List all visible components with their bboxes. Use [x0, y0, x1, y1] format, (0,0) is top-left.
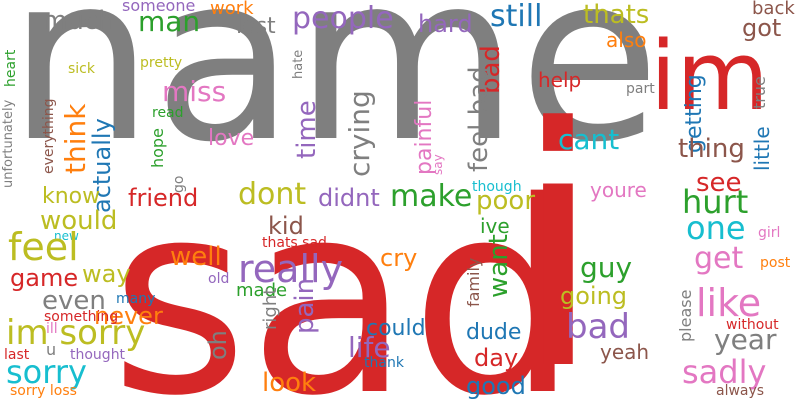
word-always: always [716, 383, 765, 399]
word-without: without [726, 317, 779, 333]
word-life: life [348, 331, 391, 364]
word-going: going [560, 282, 628, 310]
word-miss: miss [162, 75, 227, 108]
word-ive: ive [480, 214, 510, 238]
word-friend: friend [128, 184, 199, 212]
word-people: people [292, 1, 394, 36]
word-much: much [42, 6, 115, 36]
word-dude: dude [466, 320, 522, 345]
word-made: made [236, 280, 288, 301]
word-say: say [431, 154, 445, 175]
word-day: day [474, 344, 519, 372]
word-didnt: didnt [318, 184, 380, 212]
word-thing: thing [678, 134, 745, 164]
word-new: new [54, 229, 79, 243]
word-lost: lost [236, 14, 276, 39]
word-make: make [390, 179, 473, 214]
word-thank: thank [364, 355, 404, 371]
word-last: last [4, 347, 30, 363]
word-hard: hard [418, 10, 473, 38]
word-something: something [44, 309, 119, 325]
word-hope: hope [148, 128, 167, 168]
word-sorry: sorry [6, 353, 87, 391]
word-yeah: yeah [600, 340, 650, 364]
word-ill: ill [46, 321, 58, 337]
word-sick: sick [68, 61, 95, 77]
word-guy: guy [580, 251, 633, 284]
word-bad-2: bad [566, 307, 630, 347]
word-cant: cant [558, 123, 620, 156]
word-sorry-loss: sorry loss [10, 383, 77, 399]
word-part: part [626, 81, 655, 97]
word-also: also [606, 28, 647, 52]
word-please: please [676, 289, 695, 342]
word-many: many [116, 291, 156, 307]
word-old: old [208, 271, 230, 287]
word-oh: oh [204, 330, 232, 360]
word-girl: girl [758, 225, 781, 241]
word-even: even [42, 286, 106, 316]
word-name: name [8, 0, 661, 193]
word-heart: heart [3, 49, 19, 87]
word-help: help [538, 68, 582, 92]
word-right: right [260, 287, 281, 330]
word-little: little [750, 126, 774, 171]
word-game: game [10, 264, 79, 292]
word-know: know [42, 184, 101, 209]
word-dont: dont [238, 177, 307, 212]
word-pain: pain [290, 277, 320, 334]
word-never: never [94, 302, 163, 330]
word-true: true [750, 76, 769, 109]
word-thats-sad: thats sad [262, 235, 327, 251]
word-u: u [46, 340, 57, 359]
word-crying: crying [343, 90, 376, 177]
word-really: really [238, 247, 344, 291]
word-kid: kid [268, 212, 304, 240]
word-think: think [59, 103, 92, 174]
word-get: get [694, 241, 744, 276]
word-love: love [208, 126, 255, 151]
word-would: would [40, 206, 118, 236]
word-back: back [752, 0, 795, 19]
word-pretty: pretty [140, 55, 183, 71]
word-thought: thought [70, 347, 126, 363]
word-got: got [742, 14, 782, 42]
word-feel: feel [8, 225, 79, 269]
word-look: look [262, 368, 317, 398]
word-way: way [82, 260, 131, 288]
word-youre: youre [590, 178, 647, 202]
word-unfortunately: unfortunately [1, 99, 16, 188]
word-could: could [366, 316, 426, 341]
word-everything: everything [41, 98, 57, 174]
word-hate: hate [291, 49, 306, 79]
word-cry: cry [380, 244, 418, 272]
word-family: family [464, 257, 483, 307]
word-i: i [512, 58, 604, 400]
word-poor: poor [476, 186, 536, 216]
word-see: see [696, 168, 742, 198]
word-read: read [152, 105, 184, 121]
word-still: still [490, 0, 543, 34]
word-like: like [696, 281, 762, 325]
word-sad: sad [110, 146, 579, 400]
word-feel-bad: feel bad [464, 66, 494, 172]
word-im-sorry: im sorry [6, 313, 146, 353]
word-good: good [466, 372, 526, 400]
word-someone: someone [122, 0, 196, 15]
word-one: one [686, 209, 746, 247]
word-time: time [292, 100, 322, 159]
word-post: post [760, 255, 791, 271]
word-though: though [472, 179, 522, 195]
word-well: well [170, 242, 222, 272]
word-year: year [714, 323, 777, 356]
word-thats: thats [583, 0, 650, 30]
word-im: im [650, 22, 769, 132]
word-work: work [210, 0, 254, 19]
word-hurt: hurt [682, 183, 749, 221]
word-want: want [484, 234, 514, 298]
word-man: man [138, 5, 201, 38]
word-sadly: sadly [682, 353, 767, 391]
